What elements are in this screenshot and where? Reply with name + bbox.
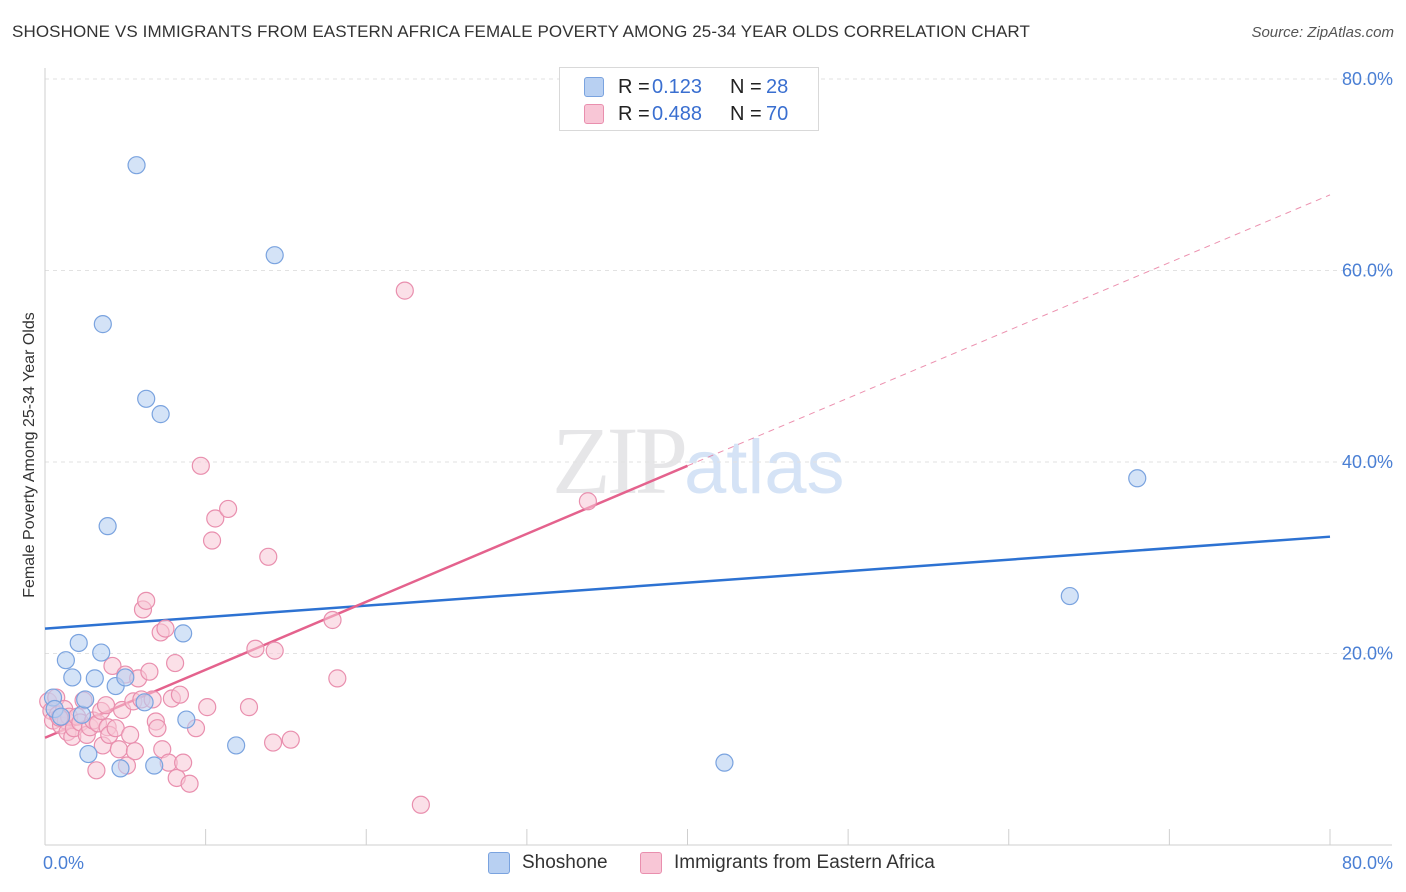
point-eastern-africa bbox=[265, 641, 284, 660]
tick-labels: 20.0% 40.0% 60.0% 80.0% 0.0% 80.0% bbox=[43, 69, 1393, 873]
point-eastern-africa bbox=[395, 281, 414, 300]
point-shoshone bbox=[85, 669, 104, 688]
trend-line-shoshone bbox=[44, 535, 1331, 630]
point-eastern-africa bbox=[206, 509, 225, 528]
axes bbox=[44, 68, 1392, 846]
point-eastern-africa bbox=[219, 499, 238, 519]
point-shoshone bbox=[1128, 469, 1147, 488]
point-eastern-africa bbox=[263, 733, 283, 752]
trend-line-eastern-africa-extension bbox=[687, 194, 1331, 467]
y-tick-label: 40.0% bbox=[1342, 452, 1393, 472]
point-shoshone bbox=[56, 651, 75, 670]
point-eastern-africa bbox=[239, 698, 259, 717]
legend-swatch-eastern-africa bbox=[640, 852, 662, 874]
point-eastern-africa bbox=[578, 492, 598, 511]
point-shoshone bbox=[127, 156, 146, 175]
point-eastern-africa bbox=[109, 740, 128, 759]
point-shoshone bbox=[137, 389, 156, 408]
point-shoshone bbox=[174, 624, 193, 643]
point-shoshone bbox=[227, 736, 246, 755]
chart-title: SHOSHONE VS IMMIGRANTS FROM EASTERN AFRI… bbox=[12, 22, 1030, 41]
point-eastern-africa bbox=[137, 591, 156, 610]
point-shoshone bbox=[72, 705, 92, 724]
legend-swatch-shoshone bbox=[584, 77, 604, 97]
point-eastern-africa bbox=[202, 531, 222, 550]
x-tick-label: 0.0% bbox=[43, 853, 84, 873]
point-shoshone bbox=[51, 707, 71, 726]
point-shoshone bbox=[79, 744, 98, 764]
source-label: Source: ZipAtlas.com bbox=[1251, 24, 1394, 41]
point-eastern-africa bbox=[87, 761, 106, 780]
point-shoshone bbox=[92, 643, 111, 662]
point-shoshone bbox=[715, 753, 734, 772]
point-shoshone bbox=[177, 710, 196, 729]
point-eastern-africa bbox=[246, 639, 265, 658]
legend-swatch-eastern-africa bbox=[584, 104, 604, 124]
point-eastern-africa bbox=[156, 619, 175, 638]
point-eastern-africa bbox=[411, 795, 430, 814]
watermark: ZIPatlas bbox=[552, 405, 845, 516]
point-eastern-africa bbox=[174, 753, 193, 772]
legend-item-eastern-africa[interactable]: Immigrants from Eastern Africa bbox=[640, 852, 935, 874]
trend-lines bbox=[44, 194, 1331, 739]
series-legend: Shoshone Immigrants from Eastern Africa bbox=[0, 852, 1406, 876]
point-eastern-africa bbox=[125, 742, 145, 761]
legend-label-shoshone: Shoshone bbox=[522, 852, 608, 873]
legend-n-value: 70 bbox=[766, 102, 789, 125]
legend-r-value: 0.123 bbox=[652, 75, 703, 98]
data-points bbox=[39, 156, 1147, 814]
point-shoshone bbox=[1060, 586, 1079, 606]
y-tick-label: 20.0% bbox=[1342, 644, 1393, 664]
watermark-atlas: atlas bbox=[684, 425, 845, 510]
point-shoshone bbox=[145, 756, 164, 775]
legend-n-label: N = bbox=[730, 102, 762, 125]
legend-n-value: 28 bbox=[766, 75, 789, 98]
point-eastern-africa bbox=[191, 456, 210, 475]
legend-r-value: 0.488 bbox=[652, 102, 703, 125]
legend-item-shoshone[interactable]: Shoshone bbox=[488, 852, 608, 874]
point-shoshone bbox=[151, 405, 170, 424]
point-eastern-africa bbox=[328, 669, 347, 688]
point-shoshone bbox=[76, 690, 95, 709]
y-tick-label: 80.0% bbox=[1342, 69, 1393, 89]
point-shoshone bbox=[116, 668, 135, 687]
point-eastern-africa bbox=[180, 774, 199, 793]
x-tick-label: 80.0% bbox=[1342, 853, 1393, 873]
point-eastern-africa bbox=[198, 698, 217, 717]
legend-r-label: R = bbox=[618, 102, 650, 125]
point-shoshone bbox=[265, 246, 284, 265]
point-eastern-africa bbox=[323, 610, 342, 630]
point-eastern-africa bbox=[140, 662, 159, 681]
point-eastern-africa bbox=[170, 685, 190, 704]
point-eastern-africa bbox=[166, 653, 185, 673]
point-eastern-africa bbox=[281, 730, 300, 749]
point-shoshone bbox=[93, 315, 112, 334]
point-shoshone bbox=[63, 668, 82, 687]
point-shoshone bbox=[135, 693, 154, 712]
legend-n-label: N = bbox=[730, 75, 762, 98]
point-shoshone bbox=[69, 633, 88, 653]
point-eastern-africa bbox=[103, 656, 122, 676]
point-eastern-africa bbox=[259, 547, 278, 566]
point-shoshone bbox=[111, 759, 130, 778]
legend-r-label: R = bbox=[618, 75, 650, 98]
y-tick-label: 60.0% bbox=[1342, 261, 1393, 281]
legend-swatch-shoshone bbox=[488, 852, 510, 874]
point-eastern-africa bbox=[96, 696, 116, 715]
point-shoshone bbox=[98, 517, 117, 536]
correlation-legend: R = 0.123 N = 28 R = 0.488 N = 70 bbox=[559, 67, 819, 131]
point-eastern-africa bbox=[148, 719, 167, 738]
legend-label-eastern-africa: Immigrants from Eastern Africa bbox=[674, 852, 935, 873]
point-eastern-africa bbox=[121, 725, 140, 744]
watermark-zip: ZIP bbox=[552, 407, 688, 514]
grid-lines bbox=[45, 78, 1392, 654]
